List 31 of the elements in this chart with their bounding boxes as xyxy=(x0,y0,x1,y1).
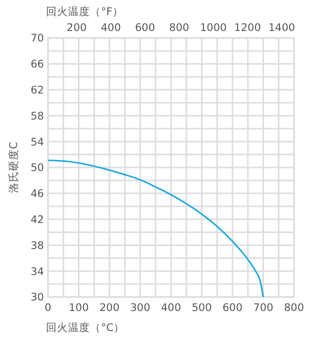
x2-axis-title: 回火温度（°F） xyxy=(46,5,124,18)
x-tick-label: 300 xyxy=(130,302,150,314)
x-tick-label: 200 xyxy=(99,302,120,314)
y-tick-label: 70 xyxy=(30,32,44,45)
y-tick-label: 58 xyxy=(30,110,44,122)
line-series xyxy=(47,160,264,298)
x-tick-label: 0 xyxy=(44,302,52,314)
y-tick-label: 38 xyxy=(30,240,44,252)
y-tick-label: 42 xyxy=(30,214,44,226)
x2-tick-label: 1200 xyxy=(234,22,261,34)
x2-tick-label: 1400 xyxy=(268,22,296,34)
x2-tick-label: 400 xyxy=(100,22,121,34)
x-tick-label: 700 xyxy=(253,302,274,314)
y-tick-label: 34 xyxy=(30,266,44,278)
x-tick-label: 400 xyxy=(160,302,182,314)
x-tick-label: 500 xyxy=(192,302,212,314)
y-axis-title: 洛氏硬度C xyxy=(7,142,20,194)
y-tick-label: 66 xyxy=(30,58,44,71)
y-tick-label: 30 xyxy=(30,292,44,304)
x2-tick-label: 200 xyxy=(66,22,87,34)
x-tick-label: 100 xyxy=(68,302,89,314)
y-tick-label: 54 xyxy=(30,136,44,148)
x2-tick-label: 1000 xyxy=(200,22,227,34)
y-tick-label: 50 xyxy=(30,162,44,174)
x-tick-label: 600 xyxy=(222,302,243,314)
x2-tick-label: 600 xyxy=(135,22,156,34)
x-tick-label: 800 xyxy=(284,302,304,314)
x-axis-title: 回火温度（°C） xyxy=(46,321,125,334)
y-tick-label: 62 xyxy=(30,84,44,96)
y-tick-label: 46 xyxy=(30,188,44,200)
x2-tick-label: 800 xyxy=(169,22,190,34)
